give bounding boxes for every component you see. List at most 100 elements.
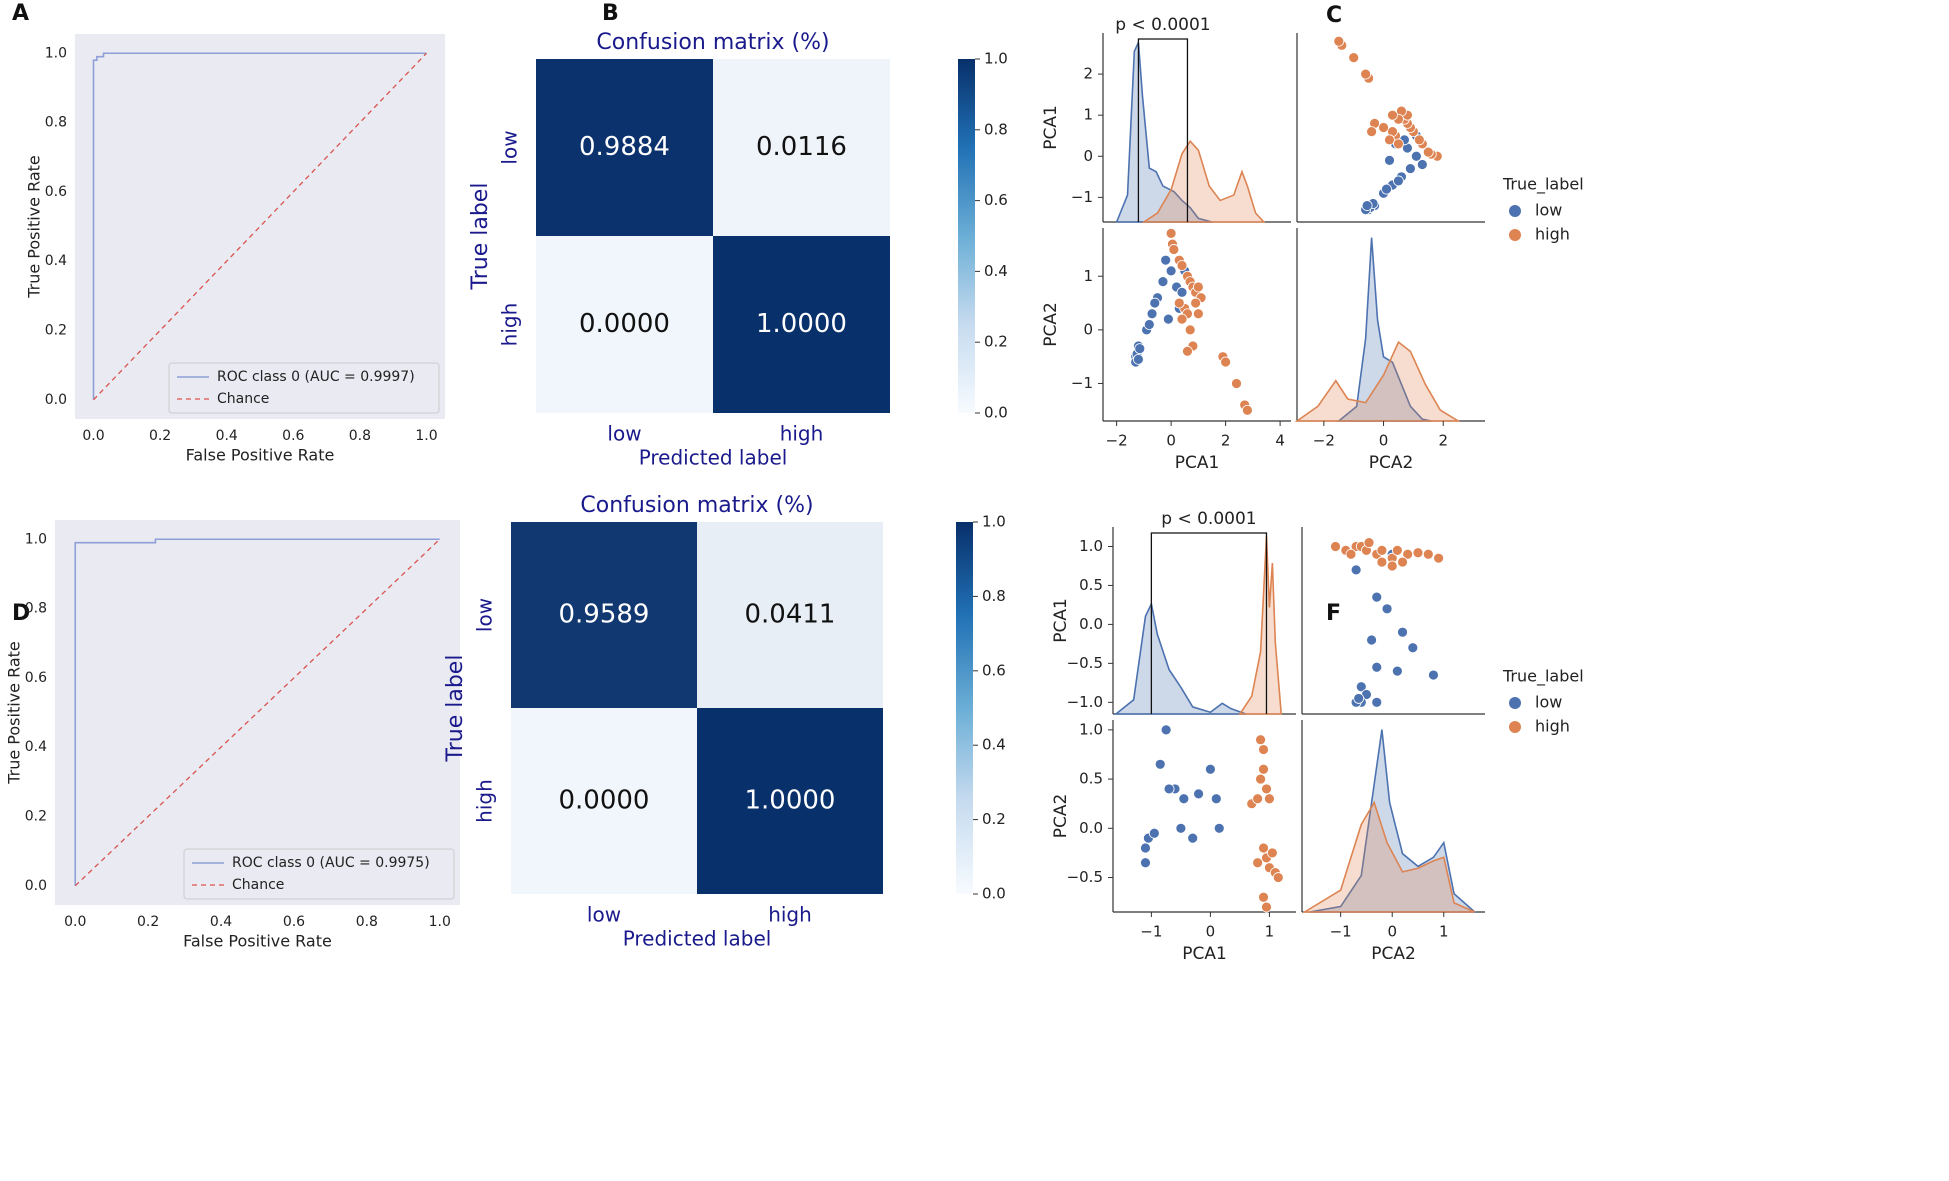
legend-label-high: high [1535,717,1570,736]
scatter-point-high [1376,556,1388,568]
scatter-point-low [1381,603,1393,615]
scatter-point-high [1345,548,1357,560]
legend-marker-high [1509,229,1521,241]
scatter-point-high [1266,847,1278,859]
x-tick-label: −1 [1140,923,1162,941]
y-axis-label: PCA2 [1041,302,1061,347]
scatter-point-low [1154,758,1166,770]
legend-label-low: low [1535,693,1562,712]
scatter-point-low [1205,763,1216,775]
legend-marker-low [1509,205,1521,217]
y-tick-label: 1 [1083,106,1093,124]
scatter-point-low [1381,183,1392,195]
x-tick-label: 0.6 [283,914,305,930]
scatter-point-low [1160,724,1172,736]
scatter-point-high [1386,560,1398,572]
x-axis-label: PCA2 [1371,944,1416,964]
cm-cell [713,59,890,236]
cm-x-axis-label: Predicted label [623,927,772,951]
scatter-point-low [1176,286,1188,298]
cm-value: 1.0000 [756,309,847,339]
kde-pca2-low [1336,237,1432,422]
roc-curve-line [92,52,427,400]
scatter-point-high [1165,227,1177,239]
scatter-point-low [1187,832,1199,844]
colorbar-tick-label: 0.6 [984,191,1008,209]
scatter-point-high [1258,744,1269,755]
significance-bracket [1137,38,1189,222]
kde-pca1-low [1113,601,1247,715]
scatter-point-low [1371,591,1383,603]
scatter-point-low [1353,693,1365,704]
legend-chance-label: Chance [232,877,284,893]
kde-pca2-low [1309,729,1477,913]
cm-cell [697,522,883,708]
y-tick-label: 0.0 [1079,615,1103,633]
roc-chart-A: 0.0 0.2 0.4 0.6 0.8 1.0 0.0 0.2 0.4 0.6 0.8 1.0 Fals… [25,34,445,465]
scatter-point-high [1264,793,1275,805]
scatter-point-high [1192,308,1204,320]
roc-curve-line [74,538,440,886]
y-tick-label: 0 [1083,320,1093,338]
p-value-annotation: p < 0.0001 [1161,509,1256,529]
y-tick-label: 1.0 [45,45,67,61]
scatter-point-low [1210,793,1222,805]
scatter-point-high [1360,68,1372,80]
cm-row-label: high [473,779,497,823]
kde-pca1-high [1141,139,1266,223]
y-tick-label: 0.2 [45,322,67,338]
cm-col-label: high [780,422,824,446]
y-axis-label: True Positive Rate [25,155,44,299]
colorbar-tick-label: 0.0 [982,885,1006,903]
scatter-point-high [1258,891,1269,903]
x-axis-label: PCA1 [1175,453,1220,473]
scatter-point-low [1175,822,1187,834]
x-tick-label: 0.0 [64,914,86,930]
y-tick-label: 0 [1083,147,1093,165]
x-tick-label: 0 [1166,432,1176,450]
y-axis-label: PCA1 [1051,598,1071,643]
scatter-point-high [1402,548,1414,560]
cm-cell [511,522,697,708]
scatter-point-high [1252,793,1264,805]
kde-pca1-high [1238,536,1283,715]
y-tick-label: 0.2 [25,808,47,824]
legend-box [168,362,440,414]
scatter-point-low [1371,661,1383,673]
scatter-point-high [1413,134,1425,146]
cm-row-label: low [473,598,497,632]
scatter-point-low [1404,163,1416,174]
colorbar-tick-label: 0.8 [984,120,1008,138]
panel-letter-B: B [602,1,619,26]
scatter-point-low [1393,175,1404,187]
x-tick-label: 0.6 [282,428,304,444]
legend-marker-high [1509,721,1521,733]
cm-cell [697,708,883,894]
colorbar-tick-label: 1.0 [984,50,1008,68]
panel-letter-A: A [12,1,29,26]
x-tick-label: −2 [1106,432,1128,450]
colorbar-tick-label: 0.2 [982,810,1006,828]
cm-y-axis-label: True label [468,183,493,291]
x-tick-label: 1 [1439,923,1449,941]
scatter-point-high [1422,548,1434,560]
x-tick-label: 0.4 [216,428,238,444]
x-axis-label: PCA1 [1182,944,1227,964]
scatter-point-high [1272,872,1284,883]
x-tick-label: 1 [1265,923,1275,941]
scatter-point-high [1242,404,1253,416]
pairplot-C: p < 0.0001 −2 0 2 4 −2 0 2 −1 0 1 2 −1 0 1 PCA1 PCA2 PCA1… [1041,15,1584,473]
scatter-point-low [1416,159,1428,170]
scatter-point-low [1350,564,1362,576]
scatter-point-high [1330,541,1341,552]
cm-row-label: high [498,303,522,347]
cm-cell [511,708,697,894]
x-tick-label: 0 [1387,923,1397,941]
x-tick-label: 0.0 [82,428,104,444]
scatter-point-high [1258,842,1269,854]
x-tick-label: 0.2 [149,428,171,444]
y-tick-label: 0.0 [45,392,67,408]
scatter-point-high [1422,146,1434,158]
cm-title: Confusion matrix (%) [596,30,829,55]
